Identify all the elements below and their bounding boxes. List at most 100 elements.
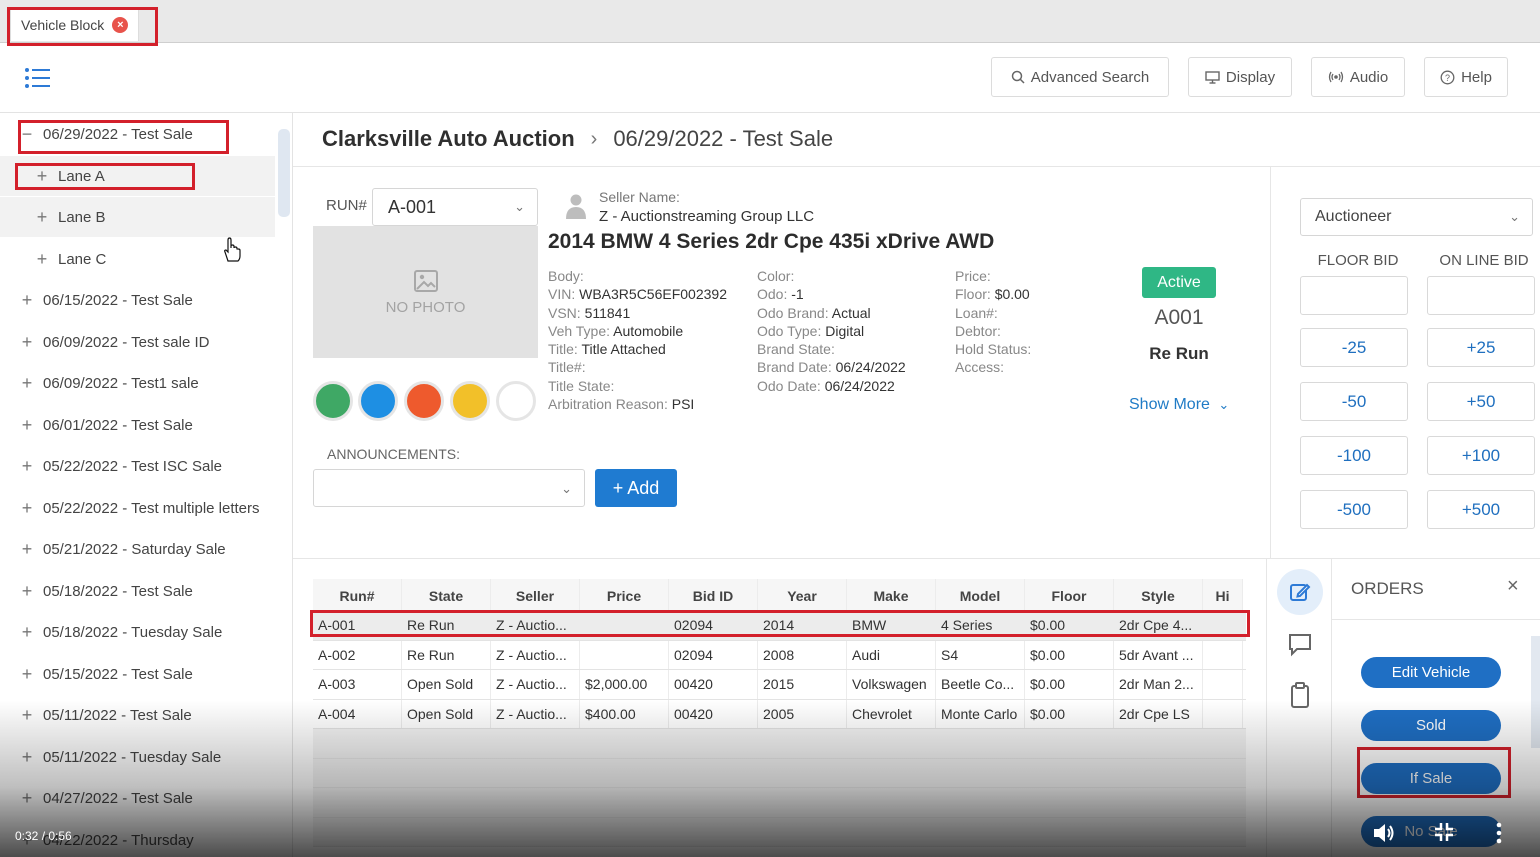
sidebar-item-sale[interactable]: +04/27/2022 - Test Sale	[0, 778, 275, 818]
sidebar-item-sale[interactable]: +05/18/2022 - Test Sale	[0, 571, 275, 611]
audio-button[interactable]: Audio	[1311, 57, 1405, 97]
expand-icon[interactable]: +	[21, 455, 33, 476]
column-header[interactable]: Year	[758, 579, 847, 610]
sidebar-item-sale[interactable]: +06/15/2022 - Test Sale	[0, 280, 275, 320]
column-header[interactable]: Style	[1114, 579, 1203, 610]
expand-icon[interactable]: +	[21, 289, 33, 310]
sidebar-scrollbar[interactable]	[278, 129, 290, 217]
online-bid-increment-button[interactable]: +25	[1427, 328, 1535, 367]
volume-icon[interactable]	[1372, 822, 1396, 844]
more-options-icon[interactable]	[1495, 822, 1503, 844]
sidebar-item-sale[interactable]: +05/11/2022 - Tuesday Sale	[0, 737, 275, 777]
column-header[interactable]: State	[402, 579, 491, 610]
sidebar-item-sale[interactable]: +06/09/2022 - Test sale ID	[0, 322, 275, 362]
online-bid-increment-button[interactable]: +100	[1427, 436, 1535, 475]
advanced-search-button[interactable]: Advanced Search	[991, 57, 1169, 97]
expand-icon[interactable]: +	[21, 414, 33, 435]
sidebar-item-sale[interactable]: +05/22/2022 - Test ISC Sale	[0, 446, 275, 486]
color-swatch[interactable]	[496, 381, 536, 421]
sidebar-item-lane[interactable]: + Lane C	[0, 239, 275, 279]
table-cell: 2dr Cpe LS	[1114, 699, 1203, 728]
table-cell: Open Sold	[402, 670, 491, 699]
if-sale-button[interactable]: If Sale	[1361, 763, 1501, 794]
online-bid-increment-button[interactable]: +500	[1427, 490, 1535, 529]
expand-icon[interactable]: +	[36, 248, 48, 269]
column-header[interactable]: Make	[847, 579, 936, 610]
sold-button[interactable]: Sold	[1361, 710, 1501, 741]
tab-vehicle-block[interactable]: Vehicle Block ×	[10, 8, 140, 41]
collapse-icon[interactable]: −	[21, 123, 33, 144]
sidebar-item-sale[interactable]: +06/09/2022 - Test1 sale	[0, 363, 275, 403]
expand-icon[interactable]: +	[36, 206, 48, 227]
expand-icon[interactable]: +	[21, 331, 33, 352]
exit-fullscreen-icon[interactable]	[1434, 822, 1454, 842]
color-swatch[interactable]	[313, 381, 353, 421]
table-row[interactable]: A-002 Re Run Z - Auctio... 02094 2008 Audi S4 $…	[313, 640, 1246, 670]
column-header[interactable]: Floor	[1025, 579, 1114, 610]
sidebar-item-sale[interactable]: +05/15/2022 - Test Sale	[0, 654, 275, 694]
column-header[interactable]: Hi	[1203, 579, 1243, 610]
floor-bid-decrement-button[interactable]: -500	[1300, 490, 1408, 529]
table-cell: $400.00	[580, 699, 669, 728]
detail-key: Title:	[548, 341, 578, 358]
expand-icon[interactable]: +	[21, 621, 33, 642]
run-select[interactable]: A-001 ⌄	[372, 188, 538, 226]
online-bid-increment-button[interactable]: +50	[1427, 382, 1535, 421]
comment-icon[interactable]	[1285, 629, 1315, 659]
expand-icon[interactable]: +	[21, 663, 33, 684]
detail-row: Price:	[955, 267, 1031, 285]
table-cell	[1203, 670, 1243, 699]
add-announcement-button[interactable]: + Add	[595, 469, 677, 507]
expand-icon[interactable]: +	[21, 497, 33, 518]
orders-scrollbar[interactable]	[1531, 636, 1540, 748]
table-row[interactable]: A-001 Re Run Z - Auctio... 02094 2014 BMW 4 Se…	[313, 611, 1246, 641]
display-button[interactable]: Display	[1188, 57, 1292, 97]
table-cell: 00420	[669, 699, 758, 728]
floor-bid-decrement-button[interactable]: -25	[1300, 328, 1408, 367]
detail-row: Arbitration Reason: PSI	[548, 395, 727, 413]
table-row[interactable]: A-003 Open Sold Z - Auctio... $2,000.00 0042…	[313, 670, 1246, 700]
sidebar-item-sale[interactable]: +05/18/2022 - Tuesday Sale	[0, 612, 275, 652]
detail-value: PSI	[671, 396, 695, 413]
column-header[interactable]: Model	[936, 579, 1025, 610]
expand-icon[interactable]: +	[21, 746, 33, 767]
edit-icon[interactable]	[1277, 569, 1323, 615]
expand-icon[interactable]: +	[21, 538, 33, 559]
expand-icon[interactable]: +	[21, 580, 33, 601]
sidebar-item-lane[interactable]: + Lane A	[0, 156, 275, 196]
sidebar-item-sale[interactable]: +05/11/2022 - Test Sale	[0, 695, 275, 735]
help-button[interactable]: ? Help	[1424, 57, 1508, 97]
color-swatch[interactable]	[358, 381, 398, 421]
expand-icon[interactable]: +	[21, 787, 33, 808]
sidebar-item-sale[interactable]: +06/01/2022 - Test Sale	[0, 405, 275, 445]
floor-bid-input[interactable]	[1300, 276, 1408, 315]
close-icon[interactable]: ×	[1507, 575, 1519, 597]
color-swatch[interactable]	[450, 381, 490, 421]
announcements-select[interactable]: ⌄	[313, 469, 585, 507]
auctioneer-select[interactable]: Auctioneer ⌄	[1300, 198, 1533, 236]
expand-icon[interactable]: +	[21, 372, 33, 393]
sidebar-item-sale[interactable]: +05/22/2022 - Test multiple letters	[0, 488, 275, 528]
column-header[interactable]: Bid ID	[669, 579, 758, 610]
expand-icon[interactable]: +	[21, 704, 33, 725]
column-header[interactable]: Seller	[491, 579, 580, 610]
online-bid-input[interactable]	[1427, 276, 1535, 315]
breadcrumb-auction[interactable]: Clarksville Auto Auction	[322, 126, 575, 151]
edit-vehicle-button[interactable]: Edit Vehicle	[1361, 657, 1501, 688]
divider	[293, 166, 1540, 167]
detail-row: Title: Title Attached	[548, 340, 727, 358]
column-header[interactable]: Run#	[313, 579, 402, 610]
sidebar-item-sale[interactable]: +05/21/2022 - Saturday Sale	[0, 529, 275, 569]
sidebar-item-lane[interactable]: + Lane B	[0, 197, 275, 237]
table-row[interactable]: A-004 Open Sold Z - Auctio... $400.00 00420 2…	[313, 699, 1246, 729]
floor-bid-decrement-button[interactable]: -50	[1300, 382, 1408, 421]
close-icon[interactable]: ×	[112, 17, 129, 33]
expand-icon[interactable]: +	[36, 165, 48, 186]
list-menu-icon[interactable]	[24, 67, 52, 89]
color-swatch[interactable]	[404, 381, 444, 421]
show-more-link[interactable]: Show More ⌄	[1129, 396, 1229, 414]
clipboard-icon[interactable]	[1285, 680, 1315, 710]
column-header[interactable]: Price	[580, 579, 669, 610]
floor-bid-decrement-button[interactable]: -100	[1300, 436, 1408, 475]
sidebar-item-sale[interactable]: −06/29/2022 - Test Sale	[0, 114, 275, 154]
